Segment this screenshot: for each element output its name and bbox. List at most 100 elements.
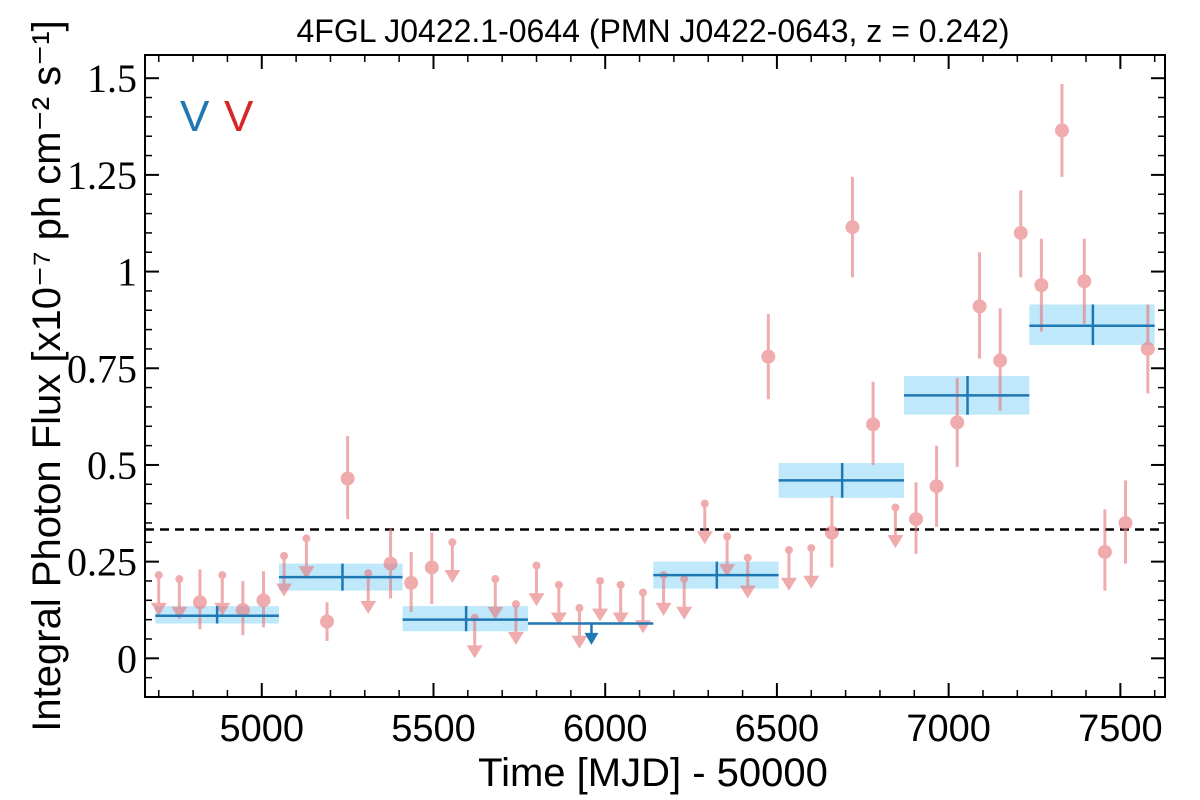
short-bin-point bbox=[824, 495, 839, 568]
short-bin-point bbox=[235, 580, 250, 636]
long-bin-series bbox=[155, 304, 1155, 645]
upper-limit-cap bbox=[891, 503, 900, 512]
upper-limit-cap bbox=[154, 571, 163, 580]
upper-limit-arrow bbox=[150, 602, 167, 616]
short-bin-upper-limit bbox=[487, 575, 504, 620]
x-tick-label: 7500 bbox=[1078, 708, 1163, 750]
short-bin-point bbox=[950, 377, 965, 467]
upper-limit-arrow bbox=[360, 600, 377, 614]
upper-limit-cap bbox=[575, 604, 584, 613]
long-bin-upper-limit-arrow bbox=[584, 632, 599, 645]
upper-limit-arrow bbox=[592, 608, 609, 622]
axis-ticks bbox=[145, 55, 1165, 697]
short-bin-marker bbox=[1077, 274, 1092, 289]
short-bin-upper-limit bbox=[803, 544, 820, 589]
short-bin-upper-limit bbox=[298, 534, 315, 580]
x-tick-label: 6000 bbox=[563, 708, 648, 750]
short-bin-marker bbox=[909, 512, 924, 527]
x-tick-labels: 5000 5500 6000 6500 7000 7500 bbox=[219, 708, 1162, 750]
short-bin-point bbox=[1118, 480, 1133, 564]
short-bin-marker bbox=[192, 595, 207, 610]
short-bin-upper-limit bbox=[696, 499, 713, 545]
y-axis-label: Integral Photon Flux [x10⁻⁷ ph cm⁻² s⁻¹] bbox=[25, 20, 69, 731]
short-bin-upper-limit bbox=[444, 538, 461, 583]
short-bin-marker bbox=[1118, 515, 1133, 530]
short-bin-marker bbox=[404, 575, 419, 590]
upper-limit-cap bbox=[700, 499, 709, 508]
short-bin-point bbox=[1013, 190, 1028, 278]
short-bin-marker bbox=[1097, 544, 1112, 559]
short-bin-upper-limit bbox=[719, 532, 736, 578]
short-bin-upper-limit bbox=[360, 569, 377, 614]
upper-limit-arrow bbox=[444, 569, 461, 583]
short-bin-marker bbox=[235, 602, 250, 617]
upper-limit-arrow bbox=[276, 583, 293, 597]
short-bin-point bbox=[404, 551, 419, 612]
upper-limit-cap bbox=[218, 571, 227, 580]
upper-limit-cap bbox=[743, 553, 752, 562]
short-bin-marker bbox=[993, 353, 1008, 368]
short-bin-point bbox=[972, 252, 987, 359]
upper-limit-arrow bbox=[655, 602, 672, 616]
short-bin-point bbox=[256, 571, 271, 628]
short-bin-point bbox=[761, 314, 776, 400]
upper-limit-arrow bbox=[214, 602, 231, 616]
upper-limit-cap bbox=[532, 561, 541, 570]
y-tick-label: 0.75 bbox=[67, 346, 137, 391]
upper-limit-cap bbox=[807, 544, 816, 553]
upper-limit-arrow bbox=[550, 612, 567, 626]
upper-limit-arrow bbox=[528, 593, 545, 607]
chart-title: 4FGL J0422.1-0644 (PMN J0422-0643, z = 0… bbox=[296, 13, 1009, 49]
x-tick-label: 5500 bbox=[391, 708, 476, 750]
short-bin-marker bbox=[383, 556, 398, 571]
y-tick-label: 1.5 bbox=[87, 56, 137, 101]
plot-frame bbox=[144, 54, 1166, 698]
upper-limit-arrow bbox=[171, 606, 188, 620]
short-bin-marker bbox=[866, 417, 881, 432]
upper-limit-arrow bbox=[571, 635, 588, 649]
short-bin-marker bbox=[929, 479, 944, 494]
short-bin-upper-limit bbox=[171, 575, 188, 620]
short-bin-point bbox=[192, 569, 207, 630]
short-bin-upper-limit bbox=[676, 575, 693, 620]
short-bin-marker bbox=[824, 525, 839, 540]
upper-limit-arrow bbox=[803, 575, 820, 589]
upper-limit-arrow bbox=[719, 564, 736, 578]
short-bin-upper-limit bbox=[655, 571, 672, 616]
upper-limit-arrow bbox=[298, 566, 315, 580]
upper-limit-arrow bbox=[466, 645, 483, 659]
y-tick-labels: 0 0.25 0.5 0.75 1 1.25 1.5 bbox=[67, 56, 137, 681]
x-axis-label: Time [MJD] - 50000 bbox=[478, 751, 828, 795]
short-bin-marker bbox=[1013, 225, 1028, 240]
upper-limit-arrow bbox=[676, 606, 693, 620]
upper-limit-arrow bbox=[739, 585, 756, 599]
upper-limit-cap bbox=[175, 575, 184, 584]
short-bin-upper-limit bbox=[612, 580, 629, 626]
upper-limit-arrow bbox=[612, 612, 629, 626]
upper-limit-arrow bbox=[780, 577, 797, 591]
short-bin-marker bbox=[1140, 341, 1155, 356]
upper-limit-cap bbox=[491, 575, 500, 584]
short-bin-marker bbox=[1034, 278, 1049, 293]
legend-marker-long-bins: V bbox=[180, 92, 210, 141]
short-bin-point bbox=[993, 308, 1008, 411]
upper-limit-arrow bbox=[696, 531, 713, 545]
x-tick-label: 5000 bbox=[219, 708, 304, 750]
short-bin-upper-limit bbox=[528, 561, 545, 607]
upper-limit-cap bbox=[596, 576, 605, 585]
short-bin-upper-limit bbox=[276, 551, 293, 597]
legend-marker-short-bins: V bbox=[224, 92, 254, 141]
upper-limit-cap bbox=[638, 588, 647, 597]
short-bin-point bbox=[1077, 238, 1092, 324]
short-bin-point bbox=[845, 176, 860, 278]
short-bin-upper-limit bbox=[150, 571, 167, 616]
upper-limit-cap bbox=[280, 551, 289, 560]
y-tick-label: 1 bbox=[117, 250, 137, 295]
y-tick-label: 0 bbox=[117, 636, 137, 681]
upper-limit-cap bbox=[616, 580, 625, 589]
upper-limit-cap bbox=[511, 600, 520, 609]
short-bin-point bbox=[929, 445, 944, 527]
short-bin-point bbox=[424, 532, 439, 605]
short-bin-upper-limit bbox=[780, 546, 797, 591]
